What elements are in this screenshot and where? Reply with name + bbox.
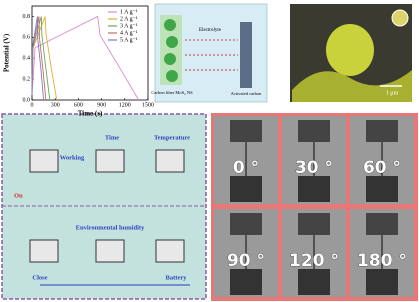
legend-label: 5 A g⁻¹ <box>120 37 138 43</box>
clamp <box>298 120 330 142</box>
sensor-demo: Working Time Temperature On Environmenta… <box>2 114 206 299</box>
y-axis-label: Potential (V) <box>3 33 11 72</box>
scale-label: 1 μm <box>386 90 399 96</box>
label: Environmental humidity <box>76 224 145 231</box>
x-tick-label: 0 <box>31 102 34 108</box>
label: Activated carbon <box>231 91 263 96</box>
x-tick-label: 1200 <box>119 102 131 108</box>
sem-image: 1 μm <box>290 4 412 102</box>
clamp <box>230 213 262 235</box>
fiber <box>166 36 178 48</box>
device <box>96 150 124 172</box>
legend-label: 3 A g⁻¹ <box>120 23 138 29</box>
fiber <box>164 53 176 65</box>
x-tick-label: 600 <box>74 102 83 108</box>
angle-label: 60 ° <box>363 158 401 178</box>
device <box>96 240 124 262</box>
bending-demo: 0 ° 30 ° 60 ° 90 ° 120 ° 180 ° <box>211 113 418 301</box>
label: Working <box>60 154 85 161</box>
y-tick-label: 0.2 <box>23 76 31 82</box>
x-tick-label: 300 <box>51 102 60 108</box>
legend-label: 2 A g⁻¹ <box>120 16 138 22</box>
label: On <box>14 192 23 199</box>
label: Electrolyte <box>199 28 222 33</box>
legend-label: 1 A g⁻¹ <box>120 9 138 15</box>
x-axis-label: Time (s) <box>78 110 103 118</box>
fiber <box>166 70 178 82</box>
microsphere <box>326 24 374 76</box>
clamp <box>298 269 330 295</box>
clamp <box>298 176 330 202</box>
schematic: Electrolyte Carbon fiber MoS₂ NS Activat… <box>151 4 267 102</box>
device <box>30 240 58 262</box>
clamp <box>298 213 330 235</box>
angle-label: 30 ° <box>295 158 333 178</box>
device <box>156 150 184 172</box>
y-tick-label: 0.0 <box>23 97 31 103</box>
angle-label: 90 ° <box>227 251 265 271</box>
figure: Electrolyte Carbon fiber MoS₂ NS Activat… <box>0 0 419 302</box>
device <box>30 150 58 172</box>
clamp <box>366 269 398 295</box>
angle-label: 120 ° <box>289 251 339 271</box>
angle-label: 0 ° <box>233 158 259 178</box>
clamp <box>230 120 262 142</box>
fiber <box>164 19 176 31</box>
electrode <box>240 22 252 88</box>
inset <box>392 10 408 26</box>
x-tick-label: 900 <box>97 102 106 108</box>
y-tick-label: 0.6 <box>23 35 31 41</box>
label: Temperature <box>154 134 190 141</box>
clamp <box>230 176 262 202</box>
clamp <box>366 176 398 202</box>
x-tick-label: 1500 <box>142 102 154 108</box>
device <box>156 240 184 262</box>
label: Carbon fiber MoS₂ NS <box>151 90 193 95</box>
label: Battery <box>166 274 188 281</box>
clamp <box>230 269 262 295</box>
legend-label: 4 A g⁻¹ <box>120 30 138 36</box>
angle-label: 180 ° <box>357 251 407 271</box>
clamp <box>366 213 398 235</box>
clamp <box>366 120 398 142</box>
label: Time <box>105 134 119 141</box>
y-tick-label: 0.4 <box>23 56 31 62</box>
y-tick-label: 0.8 <box>23 14 31 20</box>
label: Close <box>32 274 47 281</box>
